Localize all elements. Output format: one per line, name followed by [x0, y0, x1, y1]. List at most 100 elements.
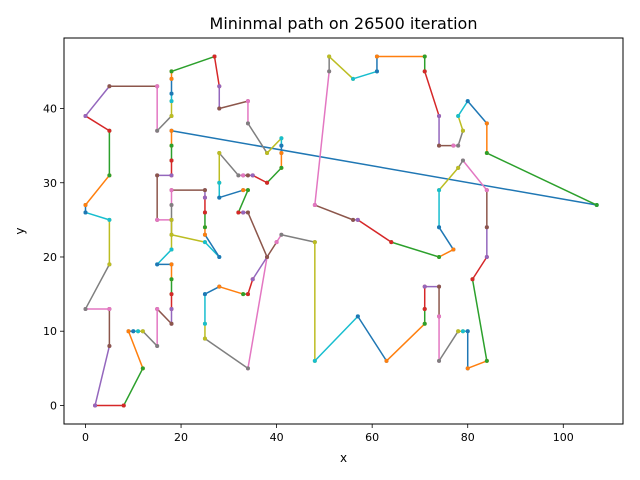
path-segment [423, 70, 440, 117]
path-point [83, 203, 88, 208]
path-point [355, 217, 360, 222]
path-point [155, 262, 160, 267]
path-point [83, 306, 88, 311]
path-point [456, 143, 461, 148]
path-point [155, 344, 160, 349]
path-point [107, 306, 112, 311]
path-point [169, 143, 174, 148]
path-point [312, 203, 317, 208]
path-point [212, 54, 217, 59]
path-point [351, 217, 356, 222]
path-point [460, 128, 465, 133]
path-point [451, 247, 456, 252]
path-point [422, 321, 427, 326]
x-tick-label: 60 [365, 431, 379, 444]
path-point [155, 84, 160, 89]
path-point [422, 306, 427, 311]
path-point [279, 136, 284, 141]
path-point [107, 262, 112, 267]
path-segment [247, 211, 268, 258]
path-point [460, 329, 465, 334]
path-segment [314, 315, 359, 362]
path-point [279, 143, 284, 148]
path-segment [142, 330, 158, 347]
path-point [155, 217, 160, 222]
path-segment [438, 167, 459, 191]
path-segment [314, 70, 330, 206]
path-point [107, 173, 112, 178]
path-segment [266, 167, 283, 184]
path-segment [204, 233, 221, 258]
path-segment [466, 360, 488, 370]
path-segment [251, 174, 268, 184]
path-point [236, 210, 241, 215]
path-point [131, 329, 136, 334]
path-point [140, 329, 145, 334]
path-segment [266, 137, 283, 154]
path-point [594, 203, 599, 208]
path-segment [156, 248, 173, 266]
path-point [217, 195, 222, 200]
path-point [169, 232, 174, 237]
path-segment [94, 345, 111, 407]
path-point [245, 99, 250, 104]
path-point [169, 203, 174, 208]
path-point [217, 284, 222, 289]
path-point [83, 113, 88, 118]
path-point [202, 225, 207, 230]
path-point [136, 329, 141, 334]
path-point [355, 314, 360, 319]
path-segment [357, 315, 388, 362]
path-point [202, 240, 207, 245]
path-point [456, 113, 461, 118]
path-point [451, 143, 456, 148]
x-axis-label: x [340, 451, 347, 465]
path-segment [357, 219, 393, 243]
path-point [217, 151, 222, 156]
path-point [279, 232, 284, 237]
path-segment [204, 285, 221, 295]
path-point [265, 254, 270, 259]
path-point [484, 254, 489, 259]
path-point [250, 277, 255, 282]
y-tick-label: 20 [43, 251, 57, 264]
path-point [169, 128, 174, 133]
path-segment [466, 100, 488, 125]
path-point [245, 173, 250, 178]
path-point [484, 151, 489, 156]
path-point [169, 321, 174, 326]
path-point [121, 403, 126, 408]
path-segment [486, 152, 598, 206]
path-segment [457, 115, 464, 132]
path-point [236, 173, 241, 178]
path-point [169, 69, 174, 74]
path-segment [127, 330, 144, 370]
path-segments [84, 55, 598, 407]
path-segment [84, 85, 111, 117]
path-point [245, 292, 250, 297]
path-point [169, 306, 174, 311]
path-point [169, 99, 174, 104]
path-point [169, 91, 174, 96]
path-segment [156, 308, 173, 325]
path-segment [237, 189, 249, 214]
y-tick-label: 0 [50, 399, 57, 412]
plot-frame [63, 37, 624, 425]
path-point [422, 284, 427, 289]
path-point [169, 292, 174, 297]
path-point [389, 240, 394, 245]
path-segment [438, 248, 455, 258]
path-point [279, 165, 284, 170]
path-segment [247, 256, 268, 370]
path-point [484, 121, 489, 126]
x-axis: 0 20 40 60 80 100 [82, 424, 574, 444]
path-point [169, 113, 174, 118]
path-point [460, 158, 465, 163]
path-segment [204, 337, 249, 370]
path-point [202, 292, 207, 297]
path-segment [457, 100, 469, 117]
path-segment [266, 241, 278, 258]
path-point [437, 113, 442, 118]
path-point [169, 173, 174, 178]
